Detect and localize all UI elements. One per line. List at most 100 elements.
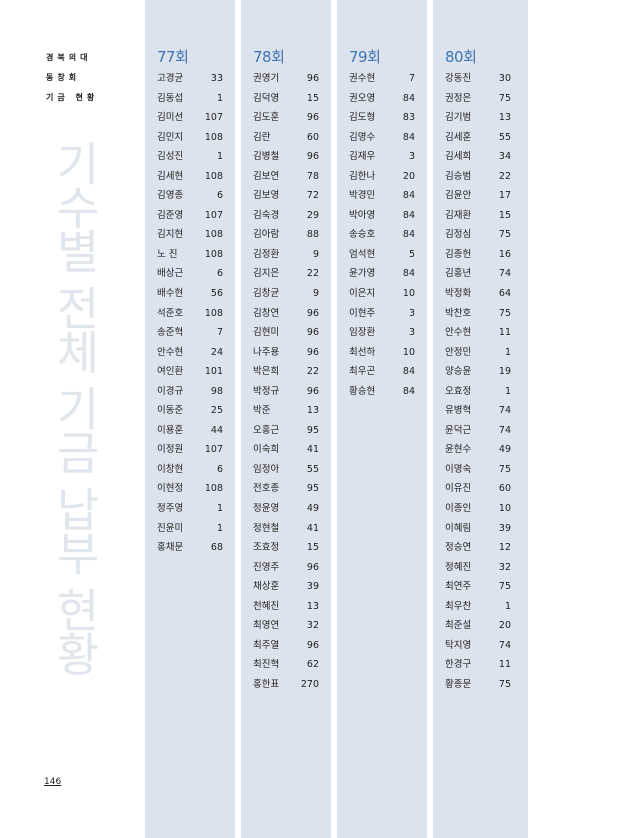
donor-name: 유병혁 [445,405,472,417]
list-item: 강동진 30 [445,72,511,92]
list-item: 진영주 96 [253,561,319,581]
donor-name: 최진혁 [253,659,280,671]
donor-name: 이유진 [445,483,472,495]
list-item: 이혜림 39 [445,522,511,542]
donor-name: 김성진 [157,151,184,163]
donor-name: 안수현 [157,346,184,358]
donor-name: 권오영 [349,92,376,104]
donor-name: 조효정 [253,542,280,554]
list-item: 정주영 1 [157,502,223,522]
donation-count: 107 [204,444,223,456]
list-item: 채상훈 39 [253,580,319,600]
donor-name: 김병철 [253,151,280,163]
donation-count: 6 [216,268,223,280]
list-item: 김보연 78 [253,170,319,190]
donation-count: 74 [498,424,511,436]
donation-count: 74 [498,639,511,651]
section-label-line2: 동창회 [46,73,81,82]
list-item: 송준혁 7 [157,326,223,346]
column-title: 79회 [349,48,381,66]
donation-count: 95 [306,424,319,436]
donation-count: 19 [498,366,511,378]
list-item: 오홍근 95 [253,424,319,444]
list-item: 박준 13 [253,404,319,424]
donation-count: 55 [498,131,511,143]
donor-name: 박아영 [349,209,376,221]
donor-name: 김덕영 [253,92,280,104]
donor-name: 홍한표 [253,678,280,690]
donor-name: 최연주 [445,581,472,593]
donation-count: 30 [498,73,511,84]
donor-name: 최영연 [253,620,280,632]
donor-name: 김미선 [157,112,184,124]
list-item: 김현미 96 [253,326,319,346]
donor-name: 안수현 [445,327,472,339]
donation-count: 32 [498,561,511,573]
donation-count: 75 [498,463,511,475]
donation-count: 5 [408,248,415,260]
list-item: 정현철 41 [253,522,319,542]
list-item: 최주열 96 [253,639,319,659]
donation-count: 88 [306,229,319,241]
donation-count: 15 [306,92,319,104]
list-item: 탁지영 74 [445,639,511,659]
list-item: 진윤미 1 [157,522,223,542]
donation-count: 96 [306,639,319,651]
list-item: 김정환 9 [253,248,319,268]
donation-count: 75 [498,307,511,319]
donor-name: 송승호 [349,229,376,241]
donor-name: 최우찬 [445,600,472,612]
list-item: 이창현 6 [157,463,223,483]
list-item: 김한나 20 [349,170,415,190]
donation-count: 107 [204,112,223,124]
donor-list: 권영기 96 김덕영 15 김도훈 96 김란 60 김병철 96 김보연 78 김보영 72 김숙경 29 김… [253,72,319,698]
donation-count: 96 [306,327,319,339]
donation-count: 11 [498,327,511,339]
list-item: 김도형 83 [349,111,415,131]
page-number: 146 [44,777,62,787]
donor-name: 최준설 [445,620,472,632]
donor-name: 김준영 [157,209,184,221]
list-item: 권영기 96 [253,72,319,92]
donor-name: 박준 [253,405,271,417]
list-item: 여인환 101 [157,365,223,385]
list-item: 김미선 107 [157,111,223,131]
list-item: 최우찬 1 [445,600,511,620]
list-item: 김홍년 74 [445,267,511,287]
donation-count: 75 [498,92,511,104]
donor-name: 권영기 [253,73,280,84]
donation-count: 39 [498,522,511,534]
list-item: 이경규 98 [157,385,223,405]
donor-name: 김정환 [253,248,280,260]
list-item: 이동준 25 [157,404,223,424]
donation-count: 13 [306,405,319,417]
list-item: 김세희 34 [445,150,511,170]
list-item: 정혜진 32 [445,561,511,581]
donor-name: 권정은 [445,92,472,104]
donor-name: 김세훈 [445,131,472,143]
donation-count: 107 [204,209,223,221]
section-label-line1: 경북의대 [46,53,92,62]
list-item: 이숙희 41 [253,443,319,463]
list-item: 정윤영 49 [253,502,319,522]
donor-name: 이종인 [445,503,472,515]
donor-name: 김승범 [445,170,472,182]
donor-list: 고경균 33 김동섭 1 김미선 107 김민지 108 김성진 1 김세현 108 김영종 6 김준영 10… [157,72,223,561]
donor-name: 이창현 [157,463,184,475]
donor-name: 홍채문 [157,542,184,554]
donor-name: 고경균 [157,73,184,84]
list-item: 임정아 55 [253,463,319,483]
list-item: 윤현수 49 [445,443,511,463]
list-item: 윤가영 84 [349,267,415,287]
donation-count: 22 [498,170,511,182]
donor-name: 김재우 [349,151,376,163]
donation-count: 24 [210,346,223,358]
donor-name: 한경구 [445,659,472,671]
donor-name: 김민지 [157,131,184,143]
donation-count: 32 [306,620,319,632]
donation-count: 1 [504,346,511,358]
donor-name: 오홍근 [253,424,280,436]
donor-name: 이정원 [157,444,184,456]
donation-count: 20 [498,620,511,632]
donation-count: 13 [306,600,319,612]
